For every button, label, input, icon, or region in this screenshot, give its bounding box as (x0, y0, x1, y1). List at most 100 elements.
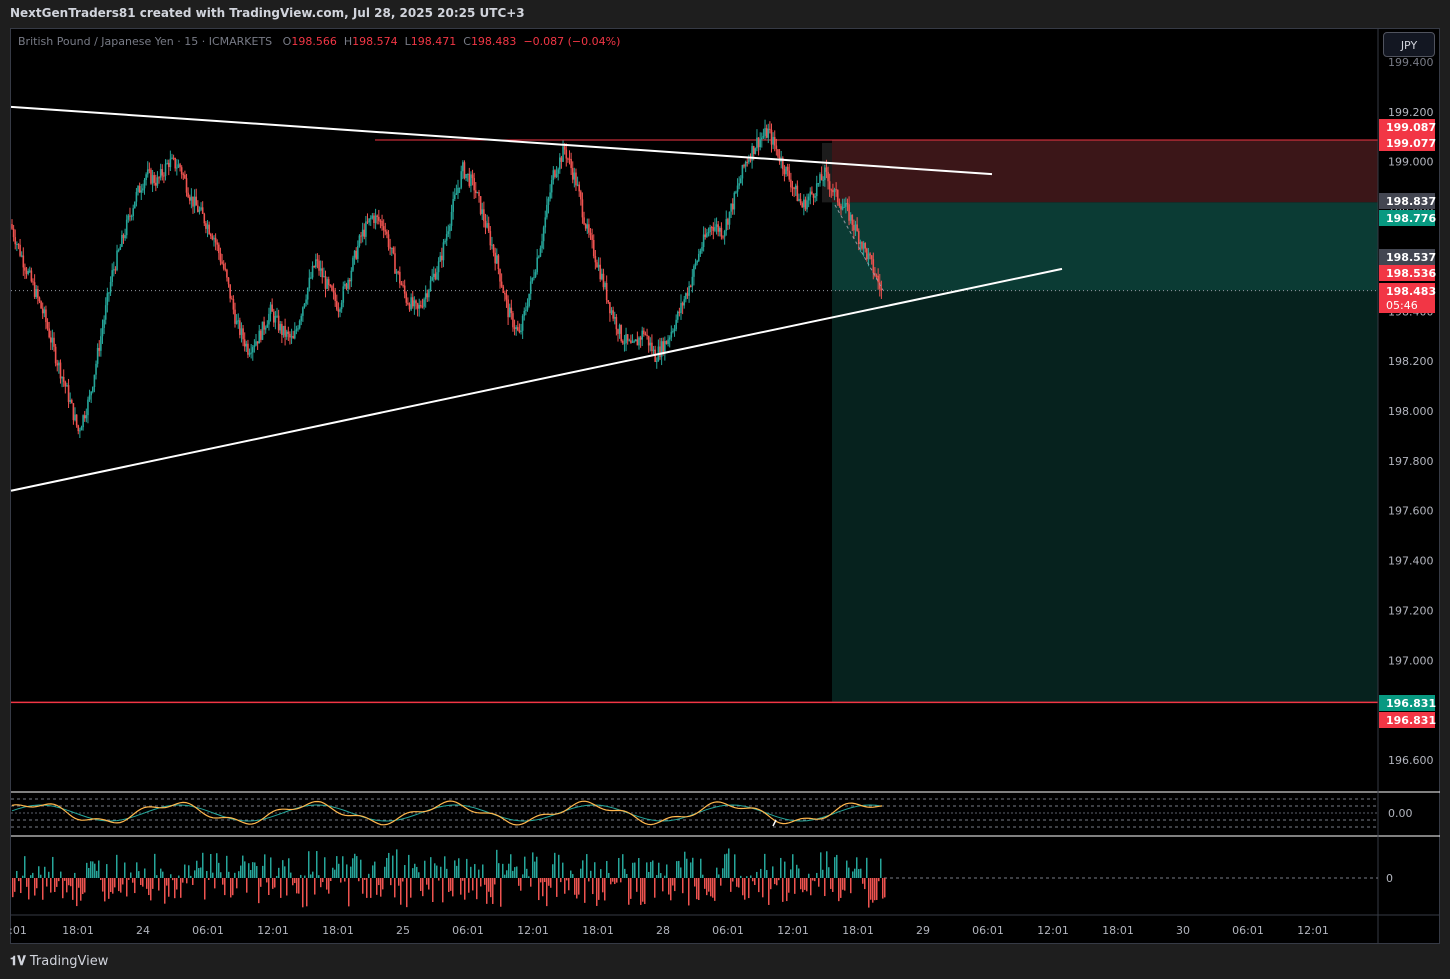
delta-bar (102, 878, 104, 892)
candle-body (647, 335, 650, 346)
delta-bar (708, 878, 710, 892)
candle-body (163, 175, 165, 177)
delta-bar (784, 861, 786, 878)
time-tick-label: :01 (9, 924, 27, 937)
candle-body (770, 129, 773, 145)
candle-body (64, 381, 67, 387)
candle-body (75, 414, 78, 426)
candle-body (91, 386, 94, 392)
delta-bar (154, 853, 156, 878)
delta-bar (234, 872, 236, 878)
delta-bar (452, 878, 454, 897)
candle-body (35, 289, 38, 297)
delta-bar (588, 878, 590, 882)
delta-bar (776, 878, 778, 886)
delta-bar (304, 875, 306, 878)
candle-body (542, 227, 545, 242)
candle-body (174, 158, 177, 169)
delta-bar (702, 874, 704, 878)
candle-body (82, 415, 84, 428)
delta-bar (806, 878, 808, 892)
candle-body (815, 183, 818, 197)
delta-bar (216, 853, 218, 878)
delta-bar (878, 878, 880, 882)
delta-bar (296, 878, 298, 894)
candle-body (754, 148, 757, 155)
candle-body (689, 286, 692, 288)
candle-body (673, 329, 676, 332)
candle-body (487, 223, 490, 232)
delta-bar (108, 878, 110, 899)
delta-bar (606, 860, 608, 878)
candle-body (814, 196, 816, 198)
candle-body (552, 170, 555, 181)
delta-bar (324, 857, 326, 878)
candle-body (730, 203, 732, 212)
delta-bar (786, 878, 788, 902)
candle-body (489, 231, 492, 246)
delta-bar (814, 878, 816, 882)
candle-body (176, 167, 178, 169)
delta-bar (748, 878, 750, 899)
currency-button[interactable]: JPY (1383, 32, 1435, 57)
delta-bar (28, 878, 30, 900)
candle-body (138, 185, 141, 193)
candle-body (738, 183, 740, 186)
candle-body (426, 293, 429, 298)
delta-bar (76, 878, 78, 907)
candle-body (772, 136, 774, 145)
candle-body (712, 227, 715, 231)
delta-bar (34, 878, 36, 896)
price-tick-label: 196.600 (1388, 754, 1434, 767)
delta-bar (788, 878, 790, 893)
delta-bar (832, 878, 834, 892)
delta-bar (624, 868, 626, 878)
candle-body (361, 229, 364, 237)
candle-body (369, 218, 372, 220)
delta-bar (208, 878, 210, 880)
delta-bar (768, 878, 770, 905)
candle-body (748, 158, 750, 163)
delta-bar (672, 878, 674, 886)
candle-body (870, 255, 873, 260)
delta-bar (540, 878, 542, 883)
delta-bar (378, 878, 380, 886)
delta-bar (762, 878, 764, 898)
delta-bar (728, 848, 730, 878)
candle-body (32, 281, 34, 283)
candle-body (198, 209, 201, 212)
delta-bar (692, 857, 694, 878)
delta-bar (254, 862, 256, 878)
candle-body (321, 268, 324, 278)
candle-body (117, 249, 120, 251)
candle-body (366, 221, 369, 223)
delta-bar (818, 878, 820, 887)
delta-bar (568, 878, 570, 891)
delta-bar (690, 862, 692, 878)
candle-body (825, 167, 828, 172)
candle-body (108, 292, 110, 294)
delta-bar (12, 878, 14, 898)
candle-body (859, 241, 862, 244)
candle-body (311, 265, 314, 278)
delta-bar (86, 862, 88, 878)
candle-body (46, 322, 49, 329)
candle-body (636, 339, 639, 346)
candle-body (880, 288, 883, 291)
delta-bar (206, 870, 208, 878)
delta-bar (636, 878, 638, 892)
delta-bar (780, 857, 782, 878)
candle-body (247, 343, 249, 355)
delta-bar (16, 870, 18, 878)
delta-bar (152, 878, 154, 889)
delta-bar (142, 878, 144, 887)
candle-body (817, 183, 820, 185)
candle-body (221, 261, 223, 264)
delta-bar (610, 878, 612, 885)
candle-body (681, 302, 684, 306)
price-label-text: 198.483 (1386, 285, 1436, 298)
tradingview-logo[interactable]: 𝟏𝐕 TradingView (10, 954, 108, 969)
candle-body (279, 323, 282, 331)
candle-body (151, 175, 154, 184)
